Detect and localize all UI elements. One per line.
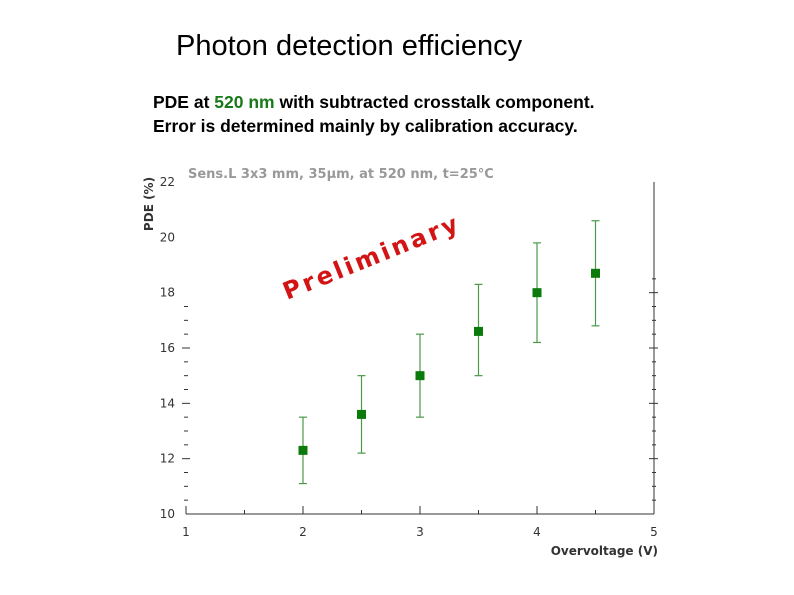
description-suffix: with subtracted crosstalk component. xyxy=(274,92,595,112)
y-tick-label: 10 xyxy=(160,507,175,521)
data-point xyxy=(415,371,425,381)
data-point xyxy=(532,288,542,298)
data-point xyxy=(298,445,308,455)
data-point xyxy=(474,326,483,336)
x-tick-label: 2 xyxy=(299,525,307,539)
x-axis-title: Overvoltage (V) xyxy=(551,544,658,558)
y-tick-label: 22 xyxy=(160,175,175,189)
y-tick-label: 18 xyxy=(160,286,175,300)
description-line-2: Error is determined mainly by calibratio… xyxy=(153,116,578,136)
y-tick-label: 16 xyxy=(160,341,175,355)
description-line-1: PDE at 520 nm with subtracted crosstalk … xyxy=(153,90,595,114)
y-axis-title: PDE (%) xyxy=(142,177,156,231)
wavelength-highlight: 520 nm xyxy=(214,92,275,112)
description-prefix: PDE at xyxy=(153,92,215,112)
x-tick-label: 1 xyxy=(182,525,190,539)
y-tick-label: 14 xyxy=(160,396,175,410)
x-tick-label: 3 xyxy=(416,525,424,539)
data-point xyxy=(591,268,600,278)
y-tick-label: 12 xyxy=(160,452,175,466)
plot-title: Sens.L 3x3 mm, 35μm, at 520 nm, t=25°C xyxy=(188,167,494,182)
slide-description: PDE at 520 nm with subtracted crosstalk … xyxy=(153,90,595,138)
x-tick-label: 4 xyxy=(533,525,541,539)
slide-title: Photon detection efficiency xyxy=(176,30,523,62)
preliminary-watermark: Preliminary xyxy=(279,209,465,306)
x-tick-label: 5 xyxy=(650,525,658,539)
data-point xyxy=(357,409,366,419)
y-tick-label: 20 xyxy=(160,230,175,244)
